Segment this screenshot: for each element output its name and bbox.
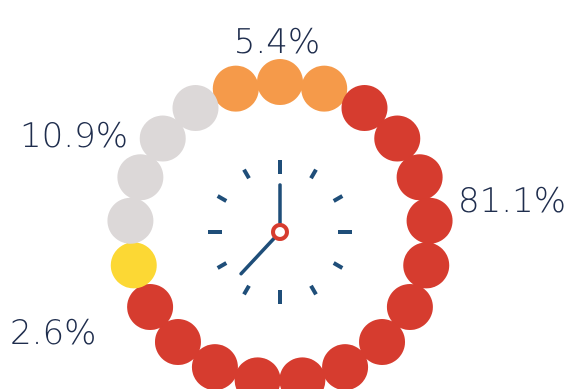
label-10-9-percent: 10.9% [20, 116, 128, 156]
dot-series-0 [322, 344, 369, 389]
dot-series-1 [110, 242, 157, 289]
dot-series-0 [127, 284, 174, 330]
clock-tick [216, 261, 228, 270]
clock-tick [242, 284, 251, 296]
clock-tick [216, 194, 228, 203]
dot-series-0 [403, 242, 450, 289]
dot-series-0 [234, 357, 281, 389]
dot-series-2 [172, 85, 219, 132]
dot-series-3 [212, 65, 259, 112]
dot-series-0 [359, 318, 406, 365]
label-2-6-percent: 2.6% [10, 313, 96, 353]
label-5-4-percent: 5.4% [234, 22, 320, 62]
label-81-1-percent: 81.1% [458, 181, 566, 221]
dot-series-0 [279, 357, 326, 389]
clock-minute-hand [239, 230, 282, 276]
clock-tick [242, 168, 251, 180]
dot-series-2 [117, 154, 164, 201]
dot-series-0 [341, 85, 388, 132]
dot-ring [107, 59, 453, 389]
dot-series-0 [386, 284, 433, 330]
clock-tick [309, 284, 318, 296]
dot-series-0 [374, 115, 421, 162]
clock-tick [309, 168, 318, 180]
clock-tick [332, 261, 344, 270]
dot-series-0 [154, 318, 201, 365]
dot-series-2 [107, 197, 154, 244]
dot-series-2 [139, 115, 186, 162]
clock-face [208, 160, 352, 304]
clock-tick [332, 194, 344, 203]
dot-series-3 [301, 65, 348, 112]
dot-series-3 [257, 59, 303, 105]
dot-series-0 [406, 197, 453, 244]
dot-series-0 [396, 154, 443, 201]
clock-center-pin [271, 223, 289, 241]
dot-series-0 [191, 344, 238, 389]
